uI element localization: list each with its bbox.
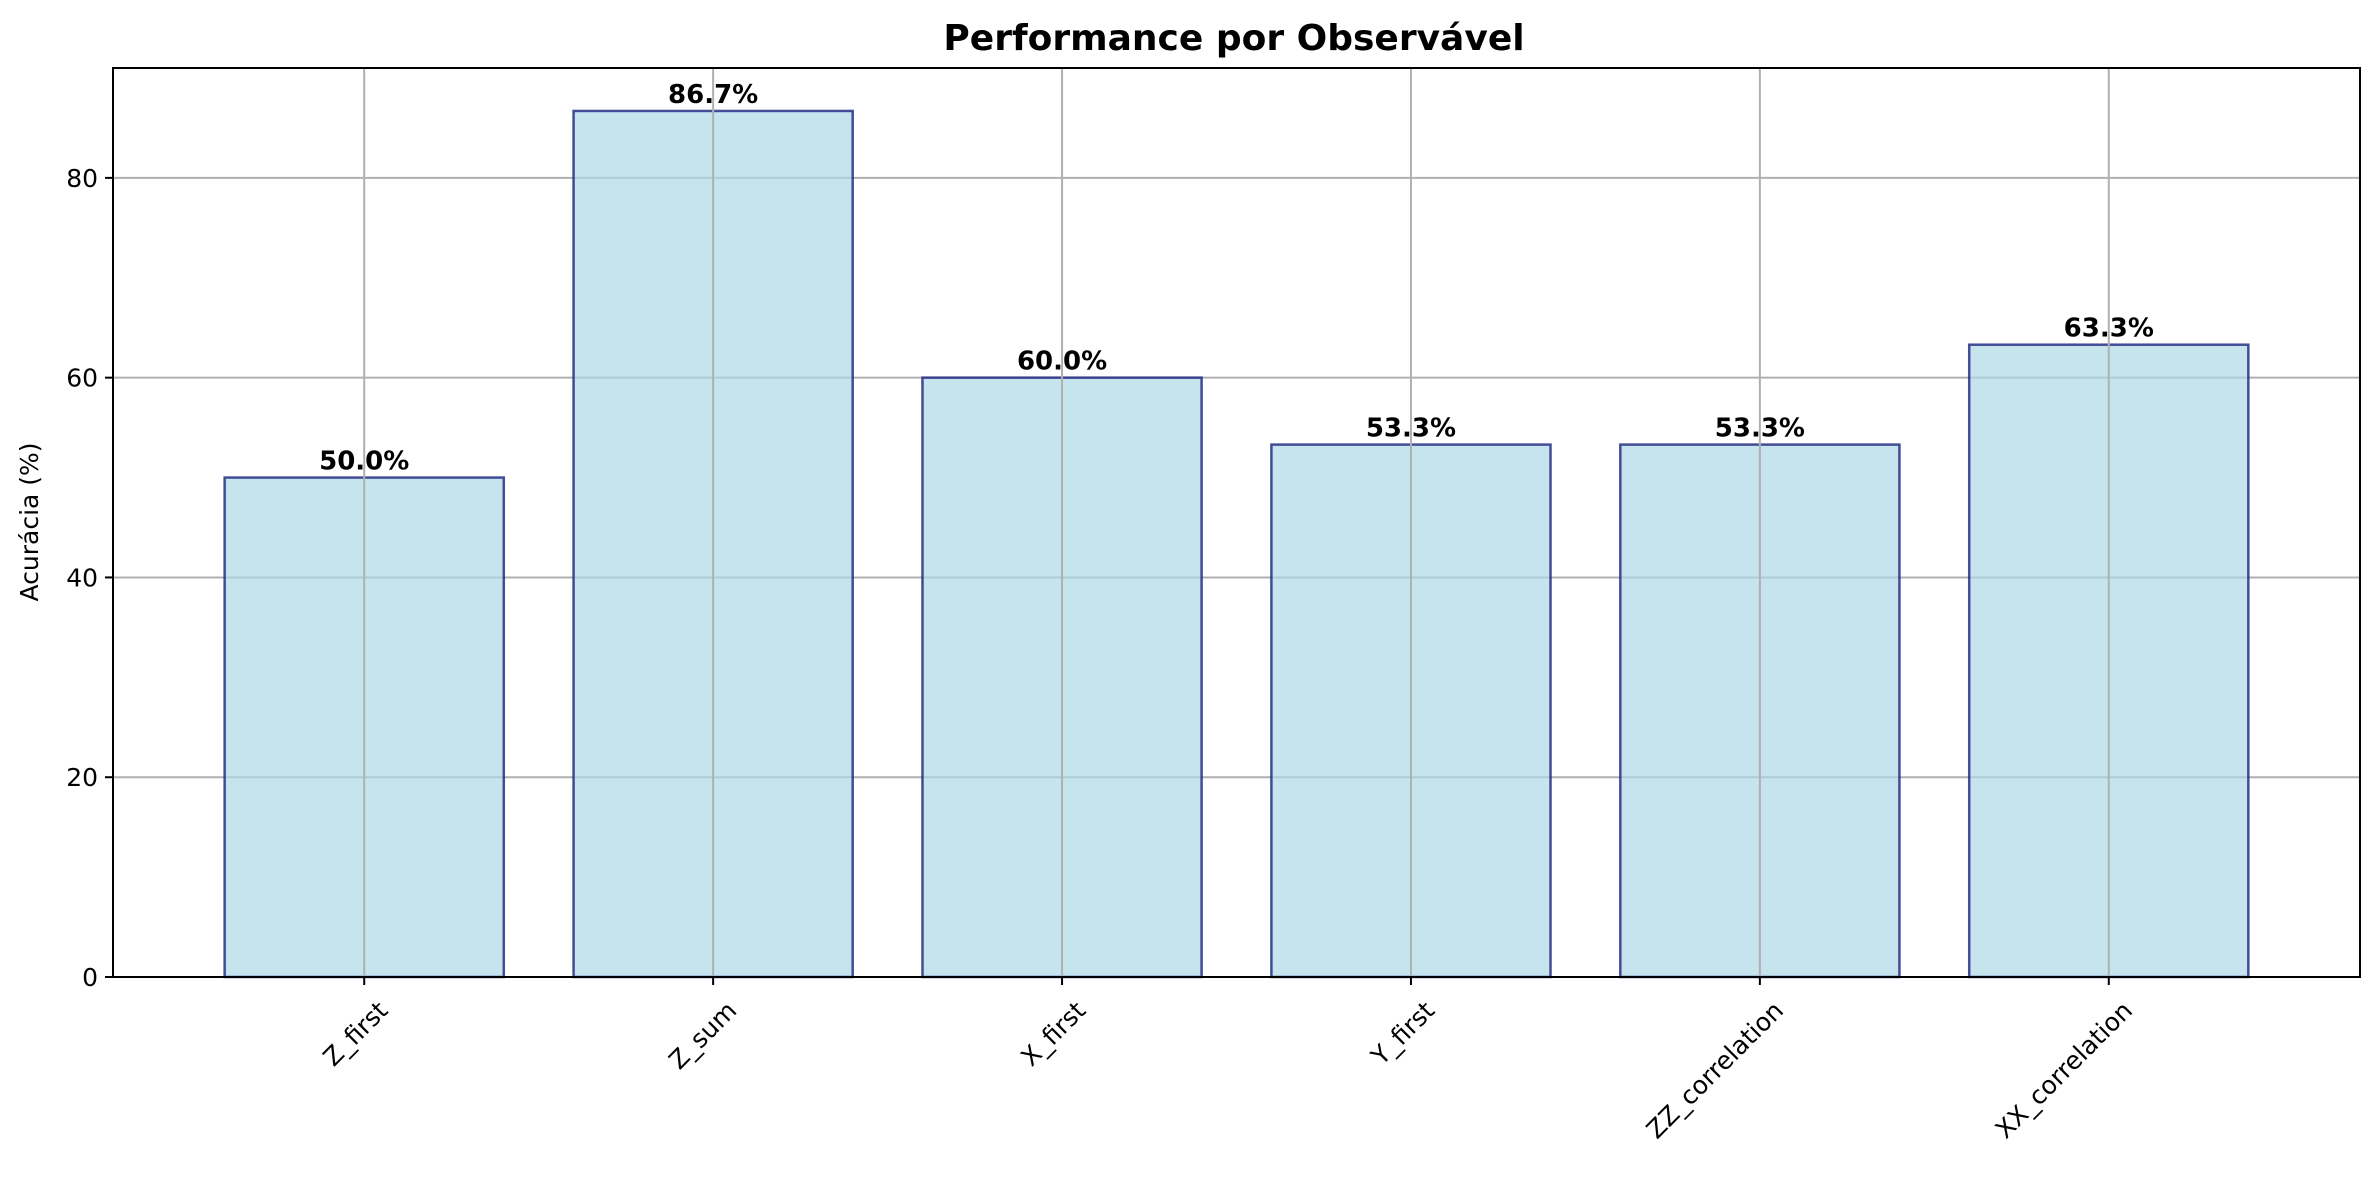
x-tick-label: XX_correlation <box>1990 996 2138 1144</box>
bars <box>223 109 2250 979</box>
data-labels: 50.0% 86.7% 60.0% 53.3% 53.3% 63.3% <box>319 80 2154 477</box>
y-tick-label: 80 <box>66 164 98 193</box>
data-label: 53.3% <box>1366 414 1456 444</box>
axes-frame <box>112 67 2361 978</box>
x-tick-label: Y_first <box>1365 996 1441 1072</box>
x-tick-label: Z_sum <box>663 996 742 1075</box>
y-tick-label: 20 <box>66 763 98 792</box>
y-tick-label: 0 <box>82 963 98 992</box>
x-tick-label: X_first <box>1015 996 1091 1072</box>
data-label: 86.7% <box>668 80 758 110</box>
chart-title: Performance por Observável <box>943 18 1524 59</box>
vertical-grid <box>363 68 2110 977</box>
y-tick-label: 40 <box>66 563 98 592</box>
data-label: 63.3% <box>2064 314 2154 344</box>
y-axis-ticks: 0 20 40 60 80 <box>66 164 113 992</box>
x-tick-label: Z_first <box>317 996 393 1072</box>
data-label: 60.0% <box>1017 347 1107 377</box>
x-axis-ticks: Z_first Z_sum X_first Y_first ZZ_correlation… <box>317 977 2138 1144</box>
y-axis-label: Acurácia (%) <box>15 442 44 601</box>
data-label: 53.3% <box>1715 414 1805 444</box>
x-tick-label: ZZ_correlation <box>1641 996 1789 1144</box>
data-label: 50.0% <box>319 447 409 477</box>
y-tick-label: 60 <box>66 364 98 393</box>
